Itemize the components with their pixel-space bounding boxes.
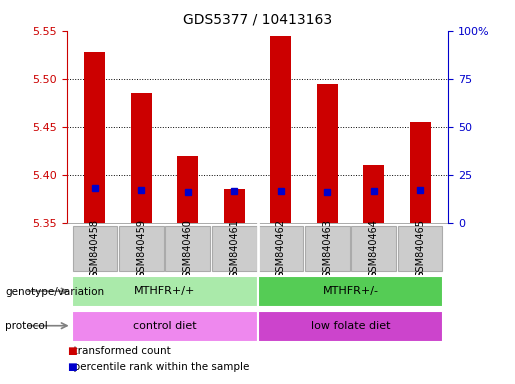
Bar — [317, 84, 338, 223]
Bar — [258, 276, 443, 307]
Text: MTHFR+/-: MTHFR+/- — [322, 286, 379, 296]
Text: control diet: control diet — [133, 321, 196, 331]
Title: GDS5377 / 10413163: GDS5377 / 10413163 — [183, 13, 332, 27]
Bar — [398, 226, 442, 271]
Bar — [131, 93, 152, 223]
Bar — [212, 226, 256, 271]
Bar — [410, 122, 431, 223]
Text: low folate diet: low folate diet — [311, 321, 390, 331]
Bar — [305, 226, 350, 271]
Bar — [363, 165, 384, 223]
Text: protocol: protocol — [5, 321, 48, 331]
Text: GSM840465: GSM840465 — [415, 219, 425, 278]
Text: percentile rank within the sample: percentile rank within the sample — [67, 362, 249, 372]
Bar — [259, 226, 303, 271]
Text: GSM840462: GSM840462 — [276, 219, 286, 278]
Bar — [119, 226, 164, 271]
Text: GSM840464: GSM840464 — [369, 219, 379, 278]
Text: ■: ■ — [67, 362, 77, 372]
Text: GSM840460: GSM840460 — [183, 219, 193, 278]
Bar — [165, 226, 210, 271]
Bar — [270, 36, 291, 223]
Bar — [224, 189, 245, 223]
Bar — [84, 52, 105, 223]
Bar — [351, 226, 396, 271]
Text: GSM840458: GSM840458 — [90, 219, 100, 278]
Bar — [72, 311, 258, 342]
Text: ■: ■ — [67, 346, 77, 356]
Text: transformed count: transformed count — [67, 346, 170, 356]
Bar — [258, 311, 443, 342]
Bar — [177, 156, 198, 223]
Text: genotype/variation: genotype/variation — [5, 287, 104, 297]
Bar — [72, 276, 258, 307]
Text: GSM840459: GSM840459 — [136, 219, 146, 278]
Text: MTHFR+/+: MTHFR+/+ — [134, 286, 195, 296]
Bar — [73, 226, 117, 271]
Text: GSM840463: GSM840463 — [322, 219, 332, 278]
Text: GSM840461: GSM840461 — [229, 219, 239, 278]
